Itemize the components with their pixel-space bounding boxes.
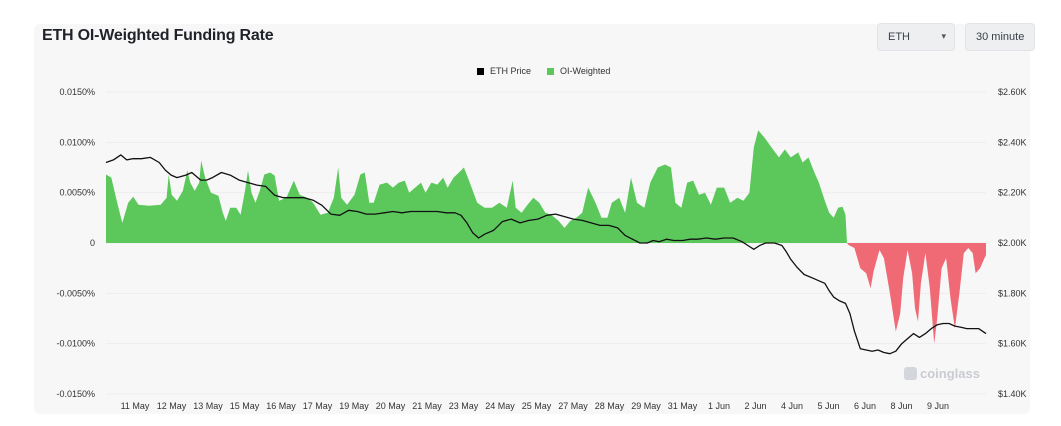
funding-area-positive bbox=[106, 130, 986, 243]
y-right-tick-label: $1.60K bbox=[998, 339, 1027, 349]
x-tick-label: 23 May bbox=[449, 401, 479, 411]
x-tick-label: 12 May bbox=[157, 401, 187, 411]
coinglass-logo-icon bbox=[904, 367, 917, 380]
interval-select[interactable]: 30 minute bbox=[965, 23, 1035, 51]
x-tick-label: 25 May bbox=[522, 401, 552, 411]
x-tick-label: 8 Jun bbox=[890, 401, 912, 411]
x-tick-label: 21 May bbox=[412, 401, 442, 411]
x-tick-label: 4 Jun bbox=[781, 401, 803, 411]
x-tick-label: 15 May bbox=[230, 401, 260, 411]
asset-select-value: ETH bbox=[888, 31, 910, 43]
x-tick-label: 16 May bbox=[266, 401, 296, 411]
y-right-tick-label: $2.20K bbox=[998, 188, 1027, 198]
x-tick-label: 28 May bbox=[595, 401, 625, 411]
x-tick-label: 19 May bbox=[339, 401, 369, 411]
y-right-tick-label: $2.40K bbox=[998, 137, 1027, 147]
caret-down-icon: ▾ bbox=[941, 31, 946, 41]
y-right-tick-label: $1.80K bbox=[998, 288, 1027, 298]
y-left-tick-label: -0.0150% bbox=[56, 389, 95, 399]
x-tick-label: 17 May bbox=[303, 401, 333, 411]
legend-label-eth-price[interactable]: ETH Price bbox=[490, 66, 532, 76]
x-tick-label: 29 May bbox=[631, 401, 661, 411]
x-tick-label: 1 Jun bbox=[708, 401, 730, 411]
watermark-text: coinglass bbox=[920, 366, 980, 381]
coinglass-watermark: coinglass bbox=[904, 366, 980, 381]
y-left-tick-label: 0.0100% bbox=[59, 137, 95, 147]
x-tick-label: 9 Jun bbox=[927, 401, 949, 411]
y-right-tick-label: $1.40K bbox=[998, 389, 1027, 399]
y-left-tick-label: 0 bbox=[90, 238, 95, 248]
x-tick-label: 20 May bbox=[376, 401, 406, 411]
x-tick-label: 24 May bbox=[485, 401, 515, 411]
y-left-tick-label: 0.0150% bbox=[59, 87, 95, 97]
eth-price-line bbox=[105, 154, 987, 355]
x-tick-label: 11 May bbox=[121, 401, 150, 411]
y-left-tick-label: 0.0050% bbox=[59, 188, 95, 198]
legend-swatch-eth-price bbox=[477, 67, 484, 75]
y-right-tick-label: $2.60K bbox=[998, 87, 1027, 97]
page-title: ETH OI-Weighted Funding Rate bbox=[42, 27, 274, 44]
x-tick-label: 13 May bbox=[193, 401, 223, 411]
y-left-tick-label: -0.0100% bbox=[56, 339, 95, 349]
funding-area-negative bbox=[106, 243, 986, 344]
y-right-tick-label: $2.00K bbox=[998, 238, 1027, 248]
asset-select[interactable]: ETH ▾ bbox=[877, 23, 955, 51]
x-tick-label: 27 May bbox=[558, 401, 588, 411]
legend-swatch-oi-weighted bbox=[547, 67, 555, 75]
x-tick-label: 2 Jun bbox=[744, 401, 766, 411]
chart-legend: ETH Price OI-Weighted bbox=[477, 66, 610, 76]
x-tick-label: 31 May bbox=[668, 401, 698, 411]
interval-select-value: 30 minute bbox=[976, 31, 1025, 43]
x-tick-label: 6 Jun bbox=[854, 401, 876, 411]
x-tick-label: 5 Jun bbox=[817, 401, 839, 411]
y-left-tick-label: -0.0050% bbox=[56, 288, 95, 298]
legend-label-oi-weighted[interactable]: OI-Weighted bbox=[560, 66, 611, 76]
